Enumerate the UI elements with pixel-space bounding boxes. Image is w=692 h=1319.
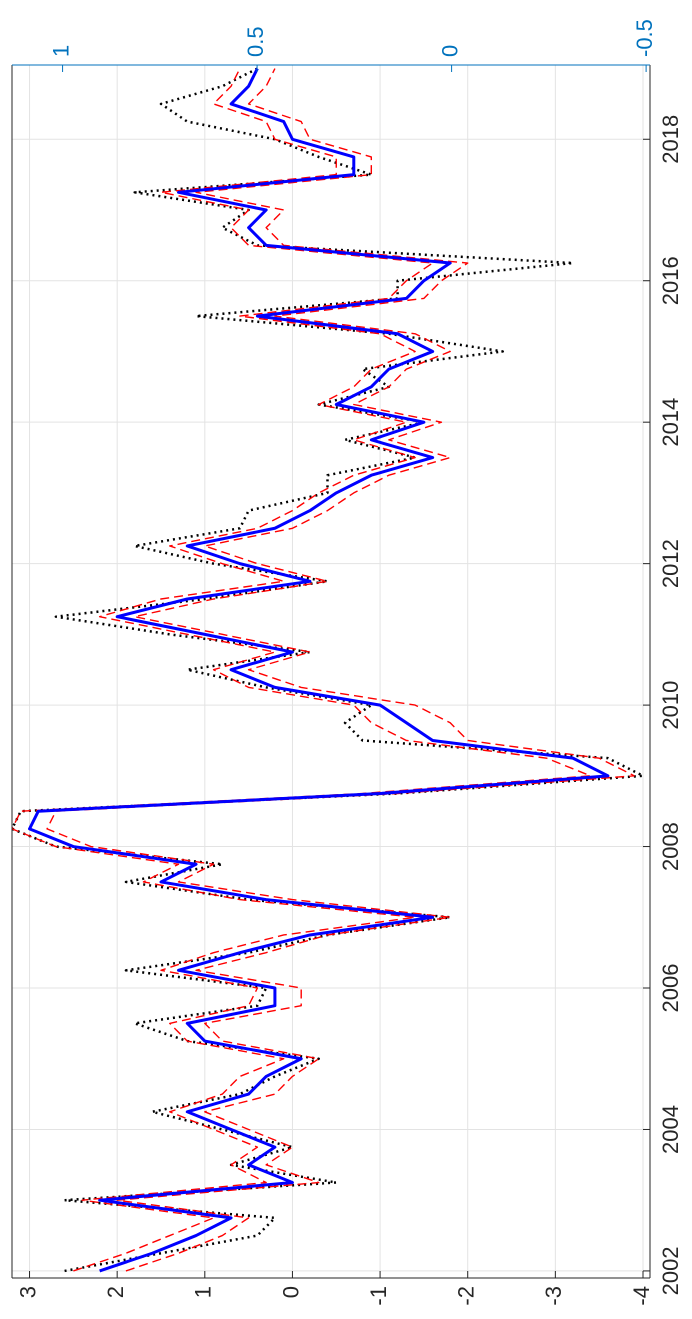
x-tick-label: 2014: [658, 398, 683, 447]
series-line: [46, 68, 635, 1272]
y2-tick-label: -0.5: [632, 19, 657, 57]
y2-tick-label: 0.5: [243, 26, 268, 57]
y-tick-label: -4: [629, 1286, 654, 1306]
x-tick-label: 2008: [658, 822, 683, 871]
x-tick-label: 2010: [658, 681, 683, 730]
y2-tick-label: 1: [48, 45, 73, 57]
rotated-figure: 200220042006200820102012201420162018-4-3…: [11, 19, 683, 1306]
y-tick-label: 0: [278, 1286, 303, 1298]
y2-tick-label: 0: [437, 45, 462, 57]
plot-area: [12, 65, 650, 1278]
series-line: [12, 68, 592, 1272]
x-tick-label: 2016: [658, 256, 683, 305]
x-tick-label: 2004: [658, 1105, 683, 1154]
grid: [12, 65, 650, 1278]
y-tick-label: -1: [366, 1286, 391, 1306]
y-tick-label: 1: [191, 1286, 216, 1298]
y-tick-label: -3: [541, 1286, 566, 1306]
series-line: [28, 67, 610, 1273]
x-tick-label: 2002: [658, 1246, 683, 1295]
x-tick-label: 2018: [658, 115, 683, 164]
lines: [12, 67, 645, 1273]
x-tick-label: 2006: [658, 964, 683, 1013]
y-tick-label: 3: [15, 1286, 40, 1298]
axes: 200220042006200820102012201420162018-4-3…: [11, 19, 683, 1306]
y-tick-label: -2: [454, 1286, 479, 1306]
y-tick-label: 2: [103, 1286, 128, 1298]
x-tick-label: 2012: [658, 539, 683, 588]
